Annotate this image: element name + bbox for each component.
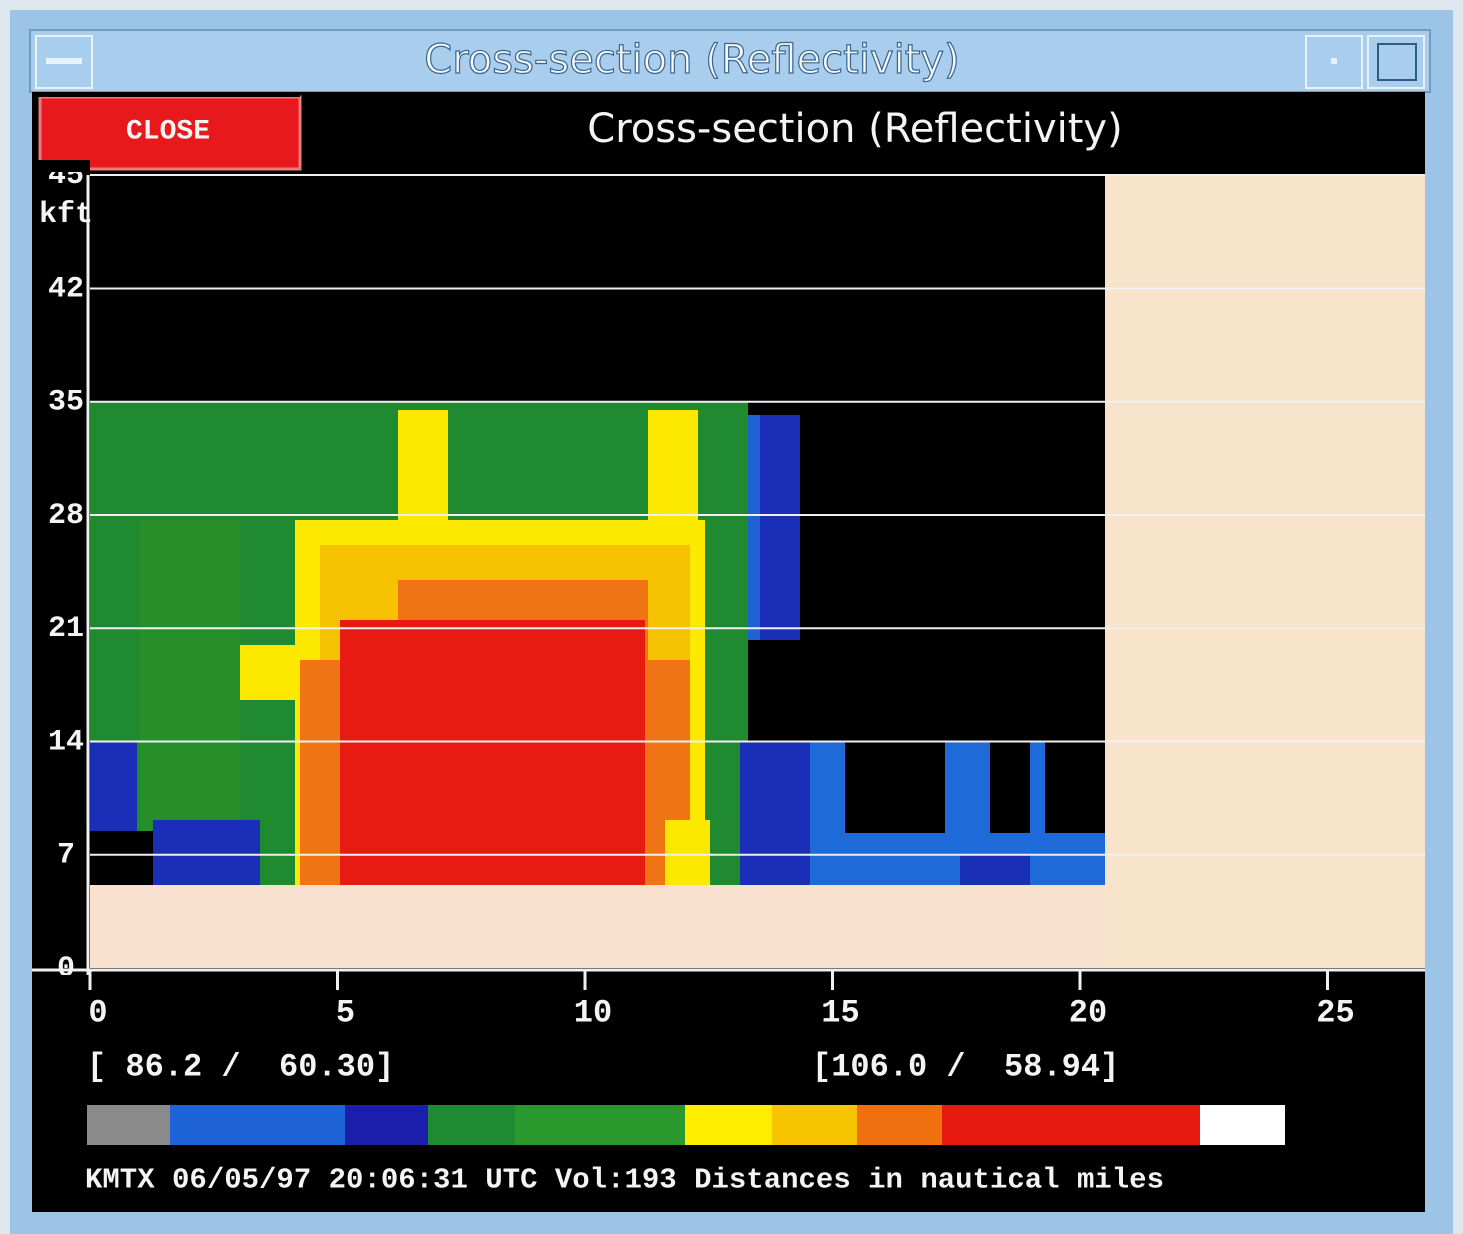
- label-clip: [32, 975, 90, 987]
- window-title: Cross-section (Reflectivity): [424, 37, 959, 83]
- color-swatch: [857, 1105, 942, 1145]
- spacer: [32, 92, 300, 97]
- x-tick-label: 5: [336, 994, 355, 1031]
- label-clip: [32, 160, 90, 172]
- title-bar: [29, 29, 1431, 93]
- no-data-region: [90, 885, 1105, 968]
- color-swatch: [772, 1105, 857, 1145]
- y-tick-label: 28: [48, 499, 84, 533]
- plot-title: Cross-section (Reflectivity): [587, 106, 1122, 152]
- y-tick-label: 21: [48, 612, 84, 646]
- echo: [845, 741, 945, 833]
- echo: [90, 741, 137, 831]
- y-tick-label: 7: [57, 839, 75, 873]
- menu-icon: [46, 58, 82, 64]
- close-label: CLOSE: [126, 116, 210, 147]
- echo: [398, 410, 448, 530]
- echo: [990, 741, 1030, 833]
- x-tick-label: 25: [1316, 994, 1354, 1031]
- maximize-icon: [1377, 43, 1417, 81]
- status-footer: KMTX 06/05/97 20:06:31 UTC Vol:193 Dista…: [85, 1164, 1164, 1197]
- plot-area: [32, 174, 1425, 975]
- color-bar: [87, 1105, 1285, 1145]
- x-tick-label: 0: [88, 994, 107, 1031]
- echo: [153, 820, 260, 885]
- color-swatch: [170, 1105, 345, 1145]
- echo: [240, 645, 295, 700]
- color-swatch: [87, 1105, 170, 1145]
- close-button[interactable]: [38, 95, 302, 171]
- y-tick-label: 42: [48, 272, 84, 306]
- y-tick-label: 35: [48, 386, 84, 420]
- end-point: [106.0 / 58.94]: [812, 1048, 1119, 1085]
- x-tick-label: 15: [821, 994, 859, 1031]
- x-tick-label: 10: [574, 994, 612, 1031]
- y-tick-label: 14: [48, 725, 84, 759]
- no-data-region: [1105, 175, 1425, 968]
- echo: [740, 741, 810, 885]
- color-swatch: [685, 1105, 772, 1145]
- minimize-icon: [1331, 58, 1337, 64]
- echo: [340, 620, 645, 885]
- echo: [705, 640, 740, 740]
- y-unit-label: kft: [39, 198, 93, 232]
- color-swatch: [428, 1105, 515, 1145]
- color-swatch: [515, 1105, 685, 1145]
- echo: [90, 831, 153, 885]
- color-swatch: [1200, 1105, 1285, 1145]
- color-swatch: [942, 1105, 1200, 1145]
- echo: [648, 410, 698, 530]
- echo: [960, 855, 1030, 885]
- color-swatch: [345, 1105, 428, 1145]
- echo: [748, 415, 760, 640]
- echo: [1045, 741, 1105, 833]
- echo: [665, 820, 710, 885]
- x-tick-label: 20: [1069, 994, 1107, 1031]
- start-point: [ 86.2 / 60.30]: [87, 1048, 394, 1085]
